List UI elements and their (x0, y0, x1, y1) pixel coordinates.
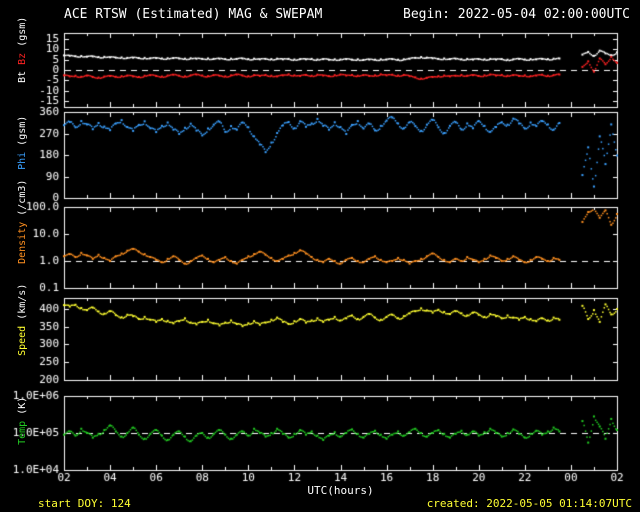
y-axis-label-mag: Bt Bz (gsm) (0, 17, 28, 107)
y-axis-label-part: (gsm) (17, 115, 28, 146)
y-axis-label-part: Density (17, 215, 28, 264)
y-axis-label-density: Density (/cm3) (0, 180, 28, 288)
y-axis-label-speed: Speed (km/s) (0, 284, 28, 380)
caution-label: caution: ACE maneuver density < 1 (168, 497, 420, 512)
y-axis-label-part: (gsm) (17, 16, 28, 47)
created-timestamp: created: 2022-05-05 01:14:07UTC (426, 497, 632, 510)
caution-density-warning: density < 1 (334, 510, 420, 512)
y-axis-label-part: (km/s) (17, 283, 28, 320)
page-title: ACE RTSW (Estimated) MAG & SWEPAM (64, 7, 323, 22)
begin-timestamp: Begin: 2022-05-04 02:00:00UTC (403, 7, 630, 22)
x-axis-label: UTC(hours) (307, 484, 374, 497)
y-axis-label-part: Speed (17, 319, 28, 356)
y-axis-label-part: Temp (17, 414, 28, 446)
y-axis-label-phi: Phi (gsm) (0, 112, 28, 198)
y-axis-label-part: Bt (17, 64, 28, 83)
y-axis-label-part: Phi (17, 145, 28, 171)
y-axis-label-part: Bz (17, 46, 28, 65)
y-axis-label-temp: Temp (K) (0, 396, 28, 470)
caution-prefix: caution: (195, 510, 255, 512)
caution-warning: ACE maneuver (254, 510, 333, 512)
start-doy-label: start DOY: 124 (38, 497, 131, 510)
y-axis-label-part: (K) (17, 396, 28, 415)
y-axis-label-part: (/cm3) (17, 179, 28, 216)
